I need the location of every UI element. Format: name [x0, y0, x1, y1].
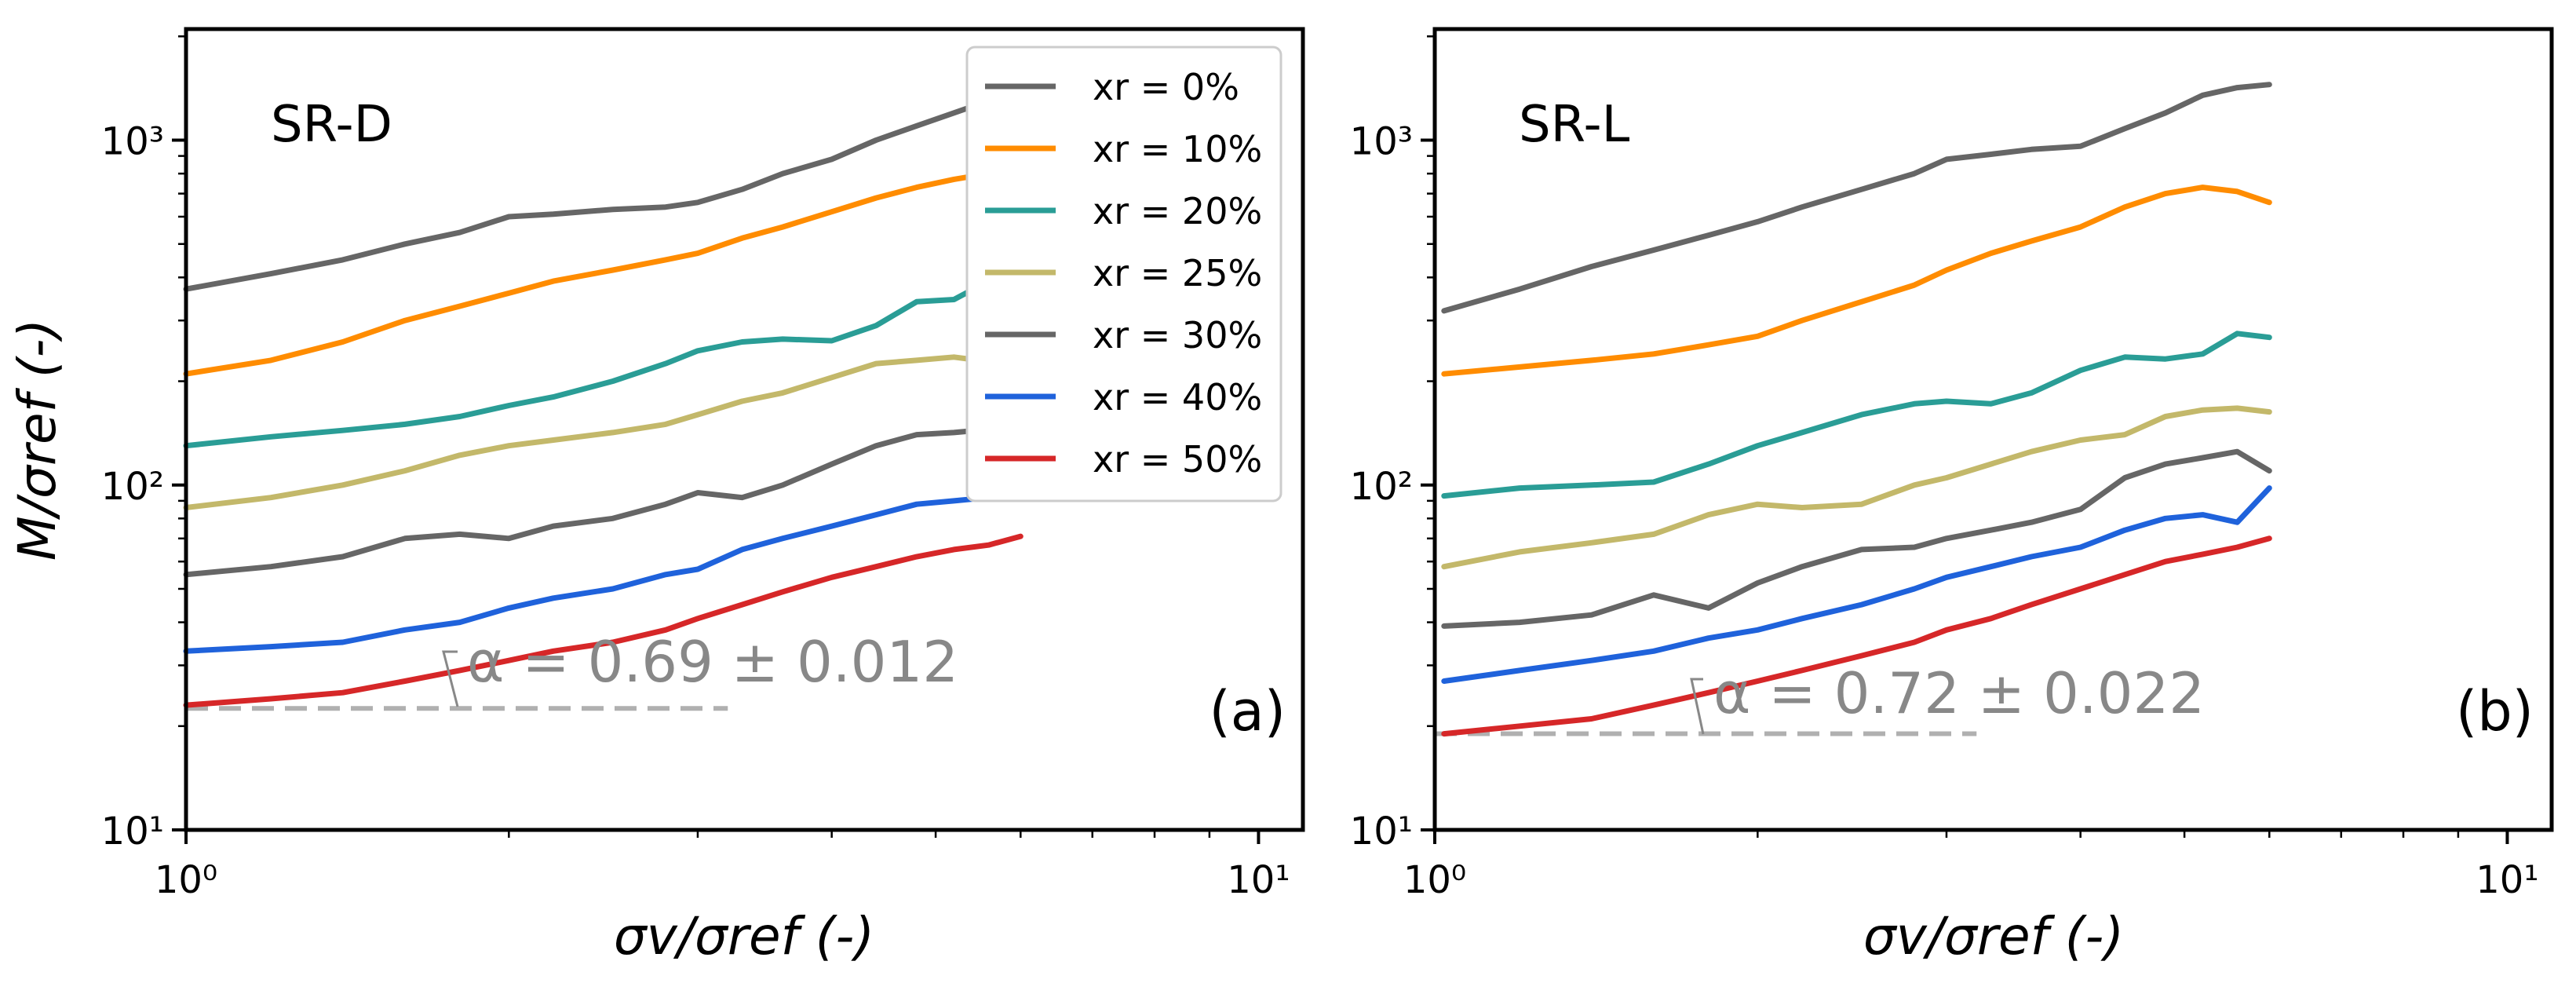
- series-line-b-1: [1441, 185, 2272, 377]
- y-tick-label-a-1: 10²: [101, 465, 164, 509]
- axes-frame-b: [1432, 27, 2554, 832]
- panel-label-b: (b): [2456, 679, 2534, 744]
- axes-ticks-a: 10⁰ 10¹ 10¹ 10² 10³: [101, 35, 1290, 902]
- axes-frame-a: [184, 27, 1305, 832]
- panel-label-a: (a): [1209, 679, 1286, 744]
- panel-title-sr-d: SR-D: [271, 96, 392, 154]
- legend-items: xr = 0% xr = 10% xr = 20% xr = 25% xr = 30% x…: [985, 66, 1262, 481]
- annotation-leader-a: [442, 650, 459, 707]
- y-tick-label-b-0: 10¹: [1350, 809, 1413, 853]
- x-tick-label-b-0: 10⁰: [1403, 858, 1466, 902]
- legend-label-4: xr = 30%: [1093, 314, 1262, 356]
- series-line-a-2: [183, 264, 1023, 449]
- x-tick-label-a-0: 10⁰: [155, 858, 217, 902]
- y-tick-label-b-1: 10²: [1350, 465, 1413, 509]
- series-line-a-4: [183, 419, 1023, 578]
- series-line-b-0: [1441, 82, 2272, 314]
- chart-panel-b: 10⁰ 10¹ 10¹ 10² 10³ SR-L α = 0.72 ± 0.022 (b…: [1350, 27, 2554, 967]
- annotation-alpha-a: α = 0.69 ± 0.012: [467, 629, 958, 695]
- x-axis-label-b: σv/σref (-): [1863, 906, 2124, 967]
- legend-label-2: xr = 20%: [1093, 190, 1262, 232]
- legend-label-3: xr = 25%: [1093, 252, 1262, 294]
- annotation-alpha-b: α = 0.72 ± 0.022: [1713, 660, 2205, 726]
- y-tick-label-a-0: 10¹: [101, 809, 164, 853]
- legend: xr = 0% xr = 10% xr = 20% xr = 25% xr = 30% x…: [965, 46, 1283, 502]
- series-line-a-6: [183, 533, 1023, 708]
- series-line-b-6: [1441, 535, 2272, 737]
- series-line-b-4: [1441, 448, 2272, 629]
- legend-label-0: xr = 0%: [1093, 66, 1239, 108]
- y-tick-label-b-2: 10³: [1350, 120, 1413, 164]
- x-tick-label-a-1: 10¹: [1227, 858, 1290, 902]
- legend-label-6: xr = 50%: [1093, 438, 1262, 481]
- x-tick-label-b-1: 10¹: [2476, 858, 2538, 902]
- series-line-a-5: [183, 487, 1023, 654]
- series-line-b-5: [1441, 485, 2272, 684]
- annotation-leader-b: [1690, 678, 1705, 735]
- series-line-b-2: [1441, 331, 2272, 499]
- series-line-a-0: [183, 89, 1023, 292]
- series-group-a: [183, 89, 1023, 708]
- legend-label-5: xr = 40%: [1093, 376, 1262, 418]
- legend-box: [965, 46, 1283, 502]
- series-line-a-3: [183, 345, 1023, 510]
- legend-label-1: xr = 10%: [1093, 128, 1262, 170]
- y-axis-label-a: M/σref (-): [7, 319, 68, 561]
- series-line-b-3: [1441, 405, 2272, 570]
- axes-ticks-b: 10⁰ 10¹ 10¹ 10² 10³: [1350, 35, 2539, 902]
- chart-panel-a: M/σref (-) 10⁰ 10¹ 10¹ 10² 10³ SR-D α = 0.69…: [7, 27, 1305, 967]
- y-tick-label-a-2: 10³: [101, 120, 164, 164]
- series-line-a-1: [183, 166, 1023, 377]
- series-group-b: [1441, 82, 2272, 737]
- x-axis-label-a: σv/σref (-): [614, 906, 874, 967]
- panel-title-sr-l: SR-L: [1519, 96, 1630, 154]
